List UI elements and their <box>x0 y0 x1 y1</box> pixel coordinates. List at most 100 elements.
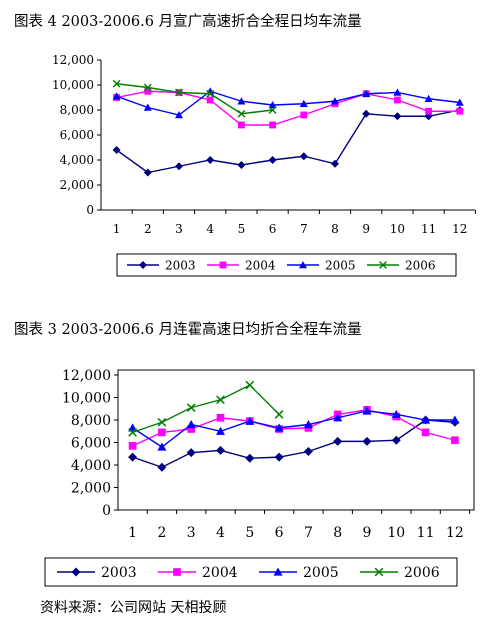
chart-2-series-2004-point <box>216 413 225 422</box>
chart-1-series-2004-point <box>425 107 432 115</box>
chart-1-legend-marker-2004 <box>219 261 227 269</box>
chart-2-series-2003-point <box>362 436 372 446</box>
chart-2-y-tick-label: 2,000 <box>71 480 111 496</box>
chart-2-series-2004-point <box>187 425 196 433</box>
chart-2-series-2003-point <box>216 445 225 455</box>
chart-2-x-tick-label: 4 <box>216 525 225 541</box>
chart-1-series-2004-point <box>394 96 401 104</box>
chart-1-series-2005-point <box>175 111 183 119</box>
chart-1-series-2006-point <box>175 88 183 97</box>
chart-2-legend-label-2003: 2003 <box>101 565 137 581</box>
chart-1-y-tick-label: 0 <box>86 203 94 217</box>
chart-1-x-tick-label: 11 <box>421 222 436 236</box>
chart-2-legend-marker-2004 <box>173 568 181 576</box>
chart-1-legend-item-2005: 2005 <box>287 258 356 272</box>
chart-1-series-2004-point <box>456 107 464 115</box>
chart-2-series-2003-point <box>186 448 196 458</box>
chart-1-series-2003-point <box>331 159 339 168</box>
chart-2-series-2005-point <box>245 416 255 425</box>
chart-1-x-tick-label: 10 <box>390 222 405 236</box>
chart-1-x-tick-label: 5 <box>238 222 246 236</box>
chart-2-series-2005-point <box>274 423 284 432</box>
chart-1-y-tick-label: 8,000 <box>60 103 94 117</box>
chart-2-x-tick-label: 7 <box>304 525 313 541</box>
chart-2-series-2005-point <box>157 442 167 451</box>
chart-1-series-2003-point <box>393 112 402 121</box>
chart-2-series-2004-point <box>158 428 166 437</box>
chart-2-series-2005-point <box>186 420 196 429</box>
chart-1-series-2003-line <box>116 109 460 174</box>
chart-2-x-tick-label: 12 <box>446 525 464 541</box>
chart-2-series-2004 <box>128 406 459 450</box>
chart-1-legend-label-2004: 2004 <box>245 258 276 272</box>
chart-2-series-2006-point <box>157 417 167 427</box>
chart-2-legend-item-2004: 2004 <box>158 565 238 581</box>
chart-2-y-tick-label: 0 <box>102 503 111 519</box>
chart-2-series-2003-point <box>391 435 401 445</box>
chart-1-series-2003-point <box>237 161 246 169</box>
chart-1-x-tick-label: 3 <box>175 222 183 236</box>
chart-1-y-tick-label: 2,000 <box>60 178 94 192</box>
chart-2-series-2006-point <box>186 403 196 412</box>
chart-1-series-2006-line <box>116 83 273 115</box>
chart-1-legend-label-2005: 2005 <box>325 258 356 272</box>
chart-1-series-2004-point <box>238 121 245 129</box>
chart-2-y-tick-label: 10,000 <box>62 390 111 406</box>
chart-2-x-tick-label: 8 <box>333 525 342 541</box>
chart-1-title: 图表 4 2003-2006.6 月宣广高速折合全程日均车流量 <box>14 14 362 30</box>
chart-1-legend-marker-2005 <box>299 261 307 269</box>
chart-1-legend-item-2003: 2003 <box>127 258 196 272</box>
chart-1-series-2004-line <box>116 90 460 126</box>
chart-1-series-2005-point <box>112 92 121 100</box>
chart-1-series-2005-point <box>455 98 464 106</box>
chart-1-series-2005-point <box>299 99 308 107</box>
chart-2-series-2003-line <box>132 419 455 469</box>
chart-2-legend-item-2005: 2005 <box>259 565 339 581</box>
chart-2-legend-marker-2003 <box>71 567 81 577</box>
chart-1-series-2003 <box>112 106 464 177</box>
chart-1-series-2006-point <box>143 83 152 92</box>
chart-1-series-2006-point <box>112 79 121 88</box>
chart-2-x-tick-label: 9 <box>363 525 372 541</box>
source-note: 资料来源：公司网站 天相投顾 <box>40 600 227 616</box>
chart-2-x-tick-label: 1 <box>128 525 137 541</box>
chart-2-series-2004-point <box>421 428 430 437</box>
chart-2-series-2003-point <box>245 453 255 463</box>
chart-1-legend-marker-2006 <box>379 261 387 269</box>
chart-2-series-2005-point <box>450 415 460 424</box>
chart-2-x-tick-label: 10 <box>387 525 405 541</box>
chart-1-y-tick-label: 10,000 <box>52 78 94 92</box>
chart-1-y-tick-label: 6,000 <box>60 128 94 142</box>
chart-1-series-2005 <box>112 87 464 119</box>
chart-2-series-2003 <box>128 415 460 472</box>
chart-2-series-2004-point <box>128 442 137 450</box>
chart-1-series-2004-point <box>269 121 276 129</box>
chart-2-series-2003-point <box>157 462 167 472</box>
chart-1-x-tick-label: 2 <box>144 222 152 236</box>
chart-1-series-2003-point <box>362 109 371 118</box>
chart-1-series-2005-point <box>237 97 246 105</box>
chart-1-series-2004-point <box>206 96 214 104</box>
chart-2-y-tick-label: 8,000 <box>71 413 111 429</box>
chart-2-series-2005-line <box>132 410 455 448</box>
chart-2-series-2006-point <box>274 410 284 419</box>
chart-2-series-2006-line <box>132 384 280 434</box>
chart-2-series-2004-point <box>451 436 459 445</box>
chart-1-series-2005-point <box>362 89 371 97</box>
chart-2-series-2006-point <box>245 380 255 390</box>
chart-2-y-tick-label: 6,000 <box>71 435 111 451</box>
chart-2-legend-marker-2005 <box>273 567 283 576</box>
chart-2-series-2006-point <box>216 395 225 405</box>
chart-2-y-tick-label: 4,000 <box>71 458 111 474</box>
chart-2-legend-label-2006: 2006 <box>404 565 440 581</box>
chart-1-legend-item-2006: 2006 <box>367 258 436 272</box>
chart-1-x-tick-label: 1 <box>113 222 121 236</box>
chart-1-legend-label-2006: 2006 <box>405 258 436 272</box>
chart-1-series-2006-point <box>268 106 277 114</box>
chart-2-x-tick-label: 2 <box>157 525 166 541</box>
chart-2-series-2005-point <box>362 406 372 415</box>
chart-1-series-2003-point <box>175 162 183 171</box>
chart-2-series-2005-point <box>333 413 343 422</box>
chart-1-series-2005-line <box>116 90 460 116</box>
